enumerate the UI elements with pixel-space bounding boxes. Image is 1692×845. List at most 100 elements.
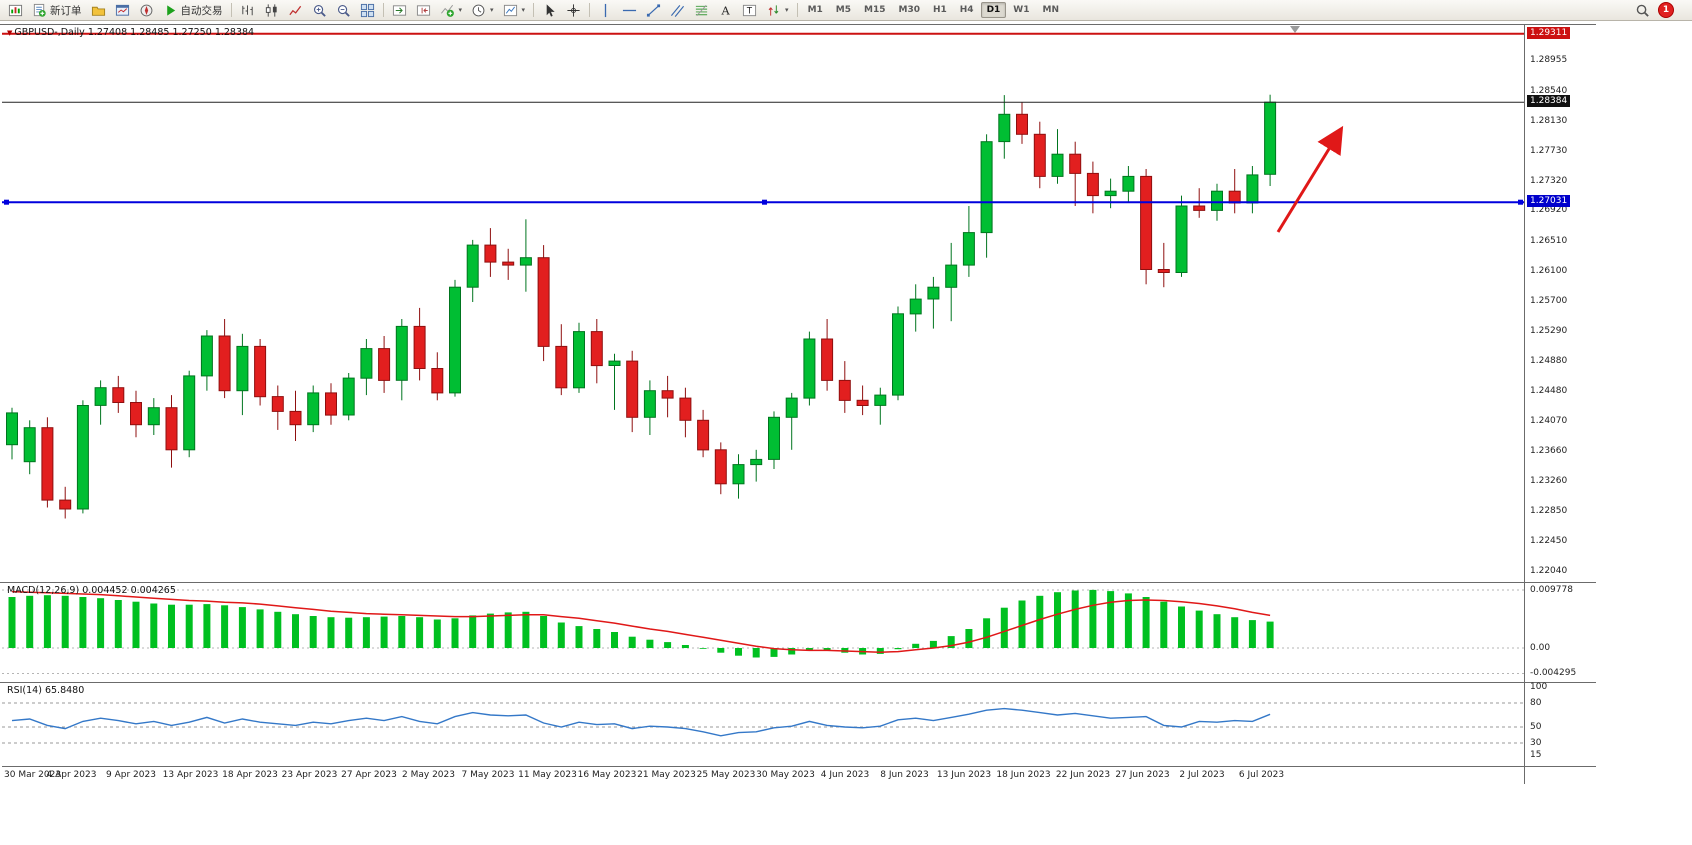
macd-histogram-bar — [1195, 610, 1203, 648]
timeframe-button-h1[interactable]: H1 — [932, 5, 947, 15]
macd-axis[interactable]: 0.009778 0.00 -0.004295 — [1526, 583, 1596, 680]
profiles-icon[interactable] — [87, 0, 110, 20]
timeframe-button-m1[interactable]: M1 — [807, 5, 823, 15]
chart-shift-button[interactable] — [412, 0, 435, 20]
macd-histogram-bar — [292, 614, 299, 648]
date-axis-label: 22 Jun 2023 — [1055, 770, 1111, 780]
line-handle[interactable] — [1518, 199, 1523, 205]
macd-panel-separator[interactable] — [0, 582, 1596, 583]
autotrading-button[interactable]: 自动交易 — [159, 0, 227, 20]
horizontal-line-button[interactable] — [618, 0, 641, 20]
crosshair-button[interactable] — [562, 0, 585, 20]
candle-body — [112, 387, 125, 404]
toolbar-right-group: 1 — [1635, 2, 1688, 18]
price-axis-label: 1.24880 — [1530, 356, 1568, 366]
price-axis-label: 1.28955 — [1530, 55, 1568, 65]
candle-body — [768, 416, 780, 460]
timeframe-button-w1[interactable]: W1 — [1013, 5, 1030, 15]
candle-body — [661, 390, 674, 399]
macd-name: MACD(12,26,9) — [7, 585, 80, 596]
macd-histogram-bar — [1107, 591, 1115, 648]
vertical-line-button[interactable] — [594, 0, 617, 20]
price-axis-label: 1.23660 — [1530, 446, 1568, 456]
candle-body — [1140, 175, 1153, 270]
timeframe-button-mn[interactable]: MN — [1042, 5, 1060, 15]
rsi-panel[interactable]: RSI(14) 65.8480 — [2, 683, 1524, 764]
date-axis-label: 7 May 2023 — [461, 770, 515, 780]
tile-windows-button[interactable] — [356, 0, 379, 20]
new-order-button-label: 新订单 — [50, 4, 82, 17]
text-button[interactable]: A — [714, 0, 737, 20]
main-price-plot[interactable]: ▼ GBPUSD-,Daily 1.27408 1.28485 1.27250 1… — [2, 25, 1524, 581]
time-axis[interactable]: 30 Mar 2023 4 Apr 2023 9 Apr 2023 13 Apr 20… — [2, 766, 1596, 784]
zoom-out-icon — [336, 3, 351, 18]
candle-body — [750, 458, 763, 466]
candle-body — [785, 397, 798, 418]
chart-shift-marker[interactable] — [1290, 26, 1300, 33]
dropdown-caret-icon[interactable]: ▾ — [458, 6, 463, 14]
macd-histogram-bar — [805, 648, 813, 651]
macd-histogram-bar — [150, 603, 158, 648]
timeframe-button-m15[interactable]: M15 — [864, 5, 886, 15]
new-order-button[interactable]: 新订单 — [28, 0, 86, 20]
zoom-in-button[interactable] — [308, 0, 331, 20]
notification-badge[interactable]: 1 — [1658, 2, 1674, 18]
dropdown-caret-icon[interactable]: ▾ — [521, 6, 526, 14]
trend-arrow-annotation[interactable] — [1276, 125, 1344, 233]
toolbar-separator — [796, 3, 798, 17]
line-handle[interactable] — [4, 199, 9, 205]
line-handle[interactable] — [762, 199, 767, 205]
macd-histogram-bar — [26, 595, 34, 648]
new-chart-icon[interactable] — [4, 0, 27, 20]
rsi-panel-separator[interactable] — [0, 682, 1596, 683]
arrows-button[interactable]: ▾ — [762, 0, 793, 20]
candlestick-chart-icon — [264, 3, 279, 18]
auto-scroll-button[interactable] — [388, 0, 411, 20]
candle-body — [892, 313, 904, 396]
market-watch-icon[interactable] — [111, 0, 134, 20]
rsi-axis[interactable]: 100 80 50 30 15 — [1526, 682, 1596, 764]
timeframe-button-h4[interactable]: H4 — [959, 5, 974, 15]
price-tag-1.27031: 1.27031 — [1527, 195, 1571, 208]
timeframe-button-m5[interactable]: M5 — [835, 5, 851, 15]
candle-body — [1157, 269, 1170, 273]
macd-histogram-bar — [522, 611, 530, 648]
cursor-button[interactable] — [538, 0, 561, 20]
trendline-button[interactable] — [642, 0, 665, 20]
macd-histogram-bar — [8, 597, 16, 648]
date-axis-label: 4 Jun 2023 — [820, 770, 870, 780]
periods-button[interactable]: ▾ — [467, 0, 498, 20]
fibonacci-button[interactable] — [690, 0, 713, 20]
dropdown-caret-icon[interactable]: ▾ — [785, 6, 789, 14]
symbol-name: GBPUSD-,Daily — [14, 27, 85, 38]
macd-histogram-bar — [1089, 589, 1097, 648]
market-watch-icon — [115, 3, 130, 18]
zoom-in-icon — [312, 3, 327, 18]
text-label-icon: T — [742, 3, 757, 18]
equidistant-channel-icon — [670, 3, 685, 18]
candle-body — [413, 325, 426, 369]
rsi-axis-label: 15 — [1530, 750, 1542, 760]
templates-button[interactable]: ▾ — [499, 0, 530, 20]
macd-histogram-bar — [256, 609, 264, 648]
timeframe-button-d1[interactable]: D1 — [980, 2, 1007, 18]
macd-panel[interactable]: MACD(12,26,9) 0.004452 0.004265 — [2, 583, 1524, 680]
candle-body — [449, 286, 461, 394]
navigator-icon[interactable] — [135, 0, 158, 20]
zoom-out-button[interactable] — [332, 0, 355, 20]
indicators-button[interactable]: ▾ — [436, 0, 467, 20]
candlestick-chart-button[interactable] — [260, 0, 283, 20]
candle-body — [1051, 153, 1064, 177]
timeframe-button-m30[interactable]: M30 — [898, 5, 920, 15]
chart-shift-icon — [416, 3, 431, 18]
price-axis[interactable]: 1.28955 1.28540 1.28130 1.27730 1.27320 1.269… — [1526, 25, 1596, 581]
equidistant-channel-button[interactable] — [666, 0, 689, 20]
date-axis-label: 18 Jun 2023 — [996, 770, 1051, 780]
rsi-label: RSI(14) 65.8480 — [7, 685, 84, 696]
line-chart-button[interactable] — [284, 0, 307, 20]
text-label-button[interactable]: T — [738, 0, 761, 20]
bar-chart-button[interactable] — [236, 0, 259, 20]
search-icon[interactable] — [1635, 3, 1650, 18]
dropdown-caret-icon[interactable]: ▾ — [490, 6, 494, 14]
macd-histogram-bar — [221, 605, 229, 648]
